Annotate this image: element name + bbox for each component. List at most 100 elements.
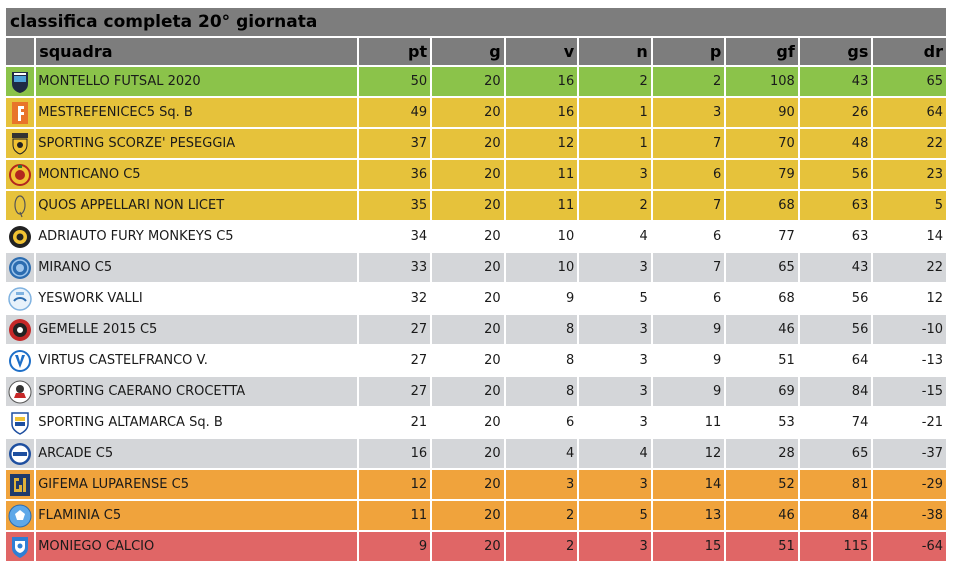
cell-gs: 81: [799, 470, 872, 499]
cell-gs: 56: [799, 315, 872, 344]
header-dr: dr: [873, 38, 946, 65]
cell-v: 10: [505, 222, 578, 251]
round-arcade-icon: [6, 439, 35, 468]
cell-n: 1: [579, 129, 651, 158]
cell-gf: 52: [726, 470, 798, 499]
cell-g: 20: [432, 191, 504, 220]
table-row: ADRIAUTO FURY MONKEYS C5 34 20 10 4 6 77 63 14: [6, 222, 946, 251]
cell-pt: 11: [358, 501, 431, 530]
cell-dr: 23: [873, 160, 946, 189]
team-name: MESTREFENICEC5 Sq. B: [36, 98, 357, 127]
cell-gf: 69: [726, 377, 798, 406]
cell-g: 20: [432, 439, 504, 468]
cell-gf: 51: [726, 532, 798, 561]
header-gs: gs: [799, 38, 872, 65]
team-name: MIRANO C5: [36, 253, 357, 282]
cell-dr: 14: [873, 222, 946, 251]
cell-v: 11: [505, 191, 578, 220]
cell-dr: -38: [873, 501, 946, 530]
cell-dr: -64: [873, 532, 946, 561]
cell-g: 20: [432, 98, 504, 127]
header-n: n: [579, 38, 651, 65]
cell-v: 8: [505, 315, 578, 344]
table-row: MONTELLO FUTSAL 2020 50 20 16 2 2 108 43 65: [6, 67, 946, 96]
table-row: SPORTING ALTAMARCA Sq. B 21 20 6 3 11 53 74 -21: [6, 408, 946, 437]
cell-gs: 43: [799, 253, 872, 282]
cell-n: 5: [579, 501, 651, 530]
cell-n: 3: [579, 532, 651, 561]
cell-gf: 65: [726, 253, 798, 282]
cell-pt: 34: [358, 222, 431, 251]
cell-gs: 43: [799, 67, 872, 96]
cell-n: 4: [579, 222, 651, 251]
cell-g: 20: [432, 501, 504, 530]
cell-gf: 68: [726, 191, 798, 220]
cell-gs: 63: [799, 222, 872, 251]
team-name: SPORTING ALTAMARCA Sq. B: [36, 408, 357, 437]
shield-navy-icon: [6, 67, 35, 96]
header-g: g: [432, 38, 504, 65]
cell-pt: 36: [358, 160, 431, 189]
cell-pt: 32: [358, 284, 431, 313]
cell-pt: 50: [358, 67, 431, 96]
round-white-red-icon: [6, 377, 35, 406]
cell-dr: -21: [873, 408, 946, 437]
cell-g: 20: [432, 346, 504, 375]
round-blue-v-icon: [6, 346, 35, 375]
cell-pt: 49: [358, 98, 431, 127]
round-lightblue-icon: [6, 284, 35, 313]
cell-gs: 48: [799, 129, 872, 158]
cell-p: 15: [652, 532, 725, 561]
cell-v: 11: [505, 160, 578, 189]
cell-p: 11: [652, 408, 725, 437]
cell-n: 3: [579, 377, 651, 406]
cell-gs: 84: [799, 377, 872, 406]
header-row: squadra pt g v n p gf gs dr: [6, 38, 946, 65]
cell-pt: 33: [358, 253, 431, 282]
cell-p: 7: [652, 129, 725, 158]
shield-blue-white-icon: [6, 532, 35, 561]
cell-pt: 9: [358, 532, 431, 561]
cell-p: 9: [652, 377, 725, 406]
cell-g: 20: [432, 284, 504, 313]
cell-p: 14: [652, 470, 725, 499]
team-name: MONIEGO CALCIO: [36, 532, 357, 561]
cell-gf: 68: [726, 284, 798, 313]
cell-gf: 108: [726, 67, 798, 96]
cell-v: 16: [505, 98, 578, 127]
cell-pt: 27: [358, 377, 431, 406]
cell-dr: 65: [873, 67, 946, 96]
cell-pt: 21: [358, 408, 431, 437]
team-name: QUOS APPELLARI NON LICET: [36, 191, 357, 220]
round-black-yellow-icon: [6, 222, 35, 251]
cell-gf: 79: [726, 160, 798, 189]
cell-dr: 5: [873, 191, 946, 220]
team-name: ADRIAUTO FURY MONKEYS C5: [36, 222, 357, 251]
cell-v: 6: [505, 408, 578, 437]
cell-v: 8: [505, 377, 578, 406]
table-row: VIRTUS CASTELFRANCO V. 27 20 8 3 9 51 64 -13: [6, 346, 946, 375]
cell-gf: 70: [726, 129, 798, 158]
oval-outline-icon: [6, 191, 35, 220]
cell-gs: 74: [799, 408, 872, 437]
cell-p: 2: [652, 67, 725, 96]
cell-p: 3: [652, 98, 725, 127]
table-row: YESWORK VALLI 32 20 9 5 6 68 56 12: [6, 284, 946, 313]
cell-pt: 16: [358, 439, 431, 468]
cell-p: 6: [652, 284, 725, 313]
cell-v: 3: [505, 470, 578, 499]
standings-body: MONTELLO FUTSAL 2020 50 20 16 2 2 108 43 65 MESTR…: [6, 67, 946, 561]
table-row: QUOS APPELLARI NON LICET 35 20 11 2 7 68 63 5: [6, 191, 946, 220]
table-row: ARCADE C5 16 20 4 4 12 28 65 -37: [6, 439, 946, 468]
header-logo-cell: [6, 38, 35, 65]
cell-pt: 35: [358, 191, 431, 220]
cell-gs: 56: [799, 284, 872, 313]
cell-p: 6: [652, 222, 725, 251]
cell-p: 12: [652, 439, 725, 468]
table-row: MESTREFENICEC5 Sq. B 49 20 16 1 3 90 26 64: [6, 98, 946, 127]
team-name: GEMELLE 2015 C5: [36, 315, 357, 344]
cell-g: 20: [432, 377, 504, 406]
cell-gf: 46: [726, 315, 798, 344]
round-red-black-icon: [6, 315, 35, 344]
team-name: ARCADE C5: [36, 439, 357, 468]
